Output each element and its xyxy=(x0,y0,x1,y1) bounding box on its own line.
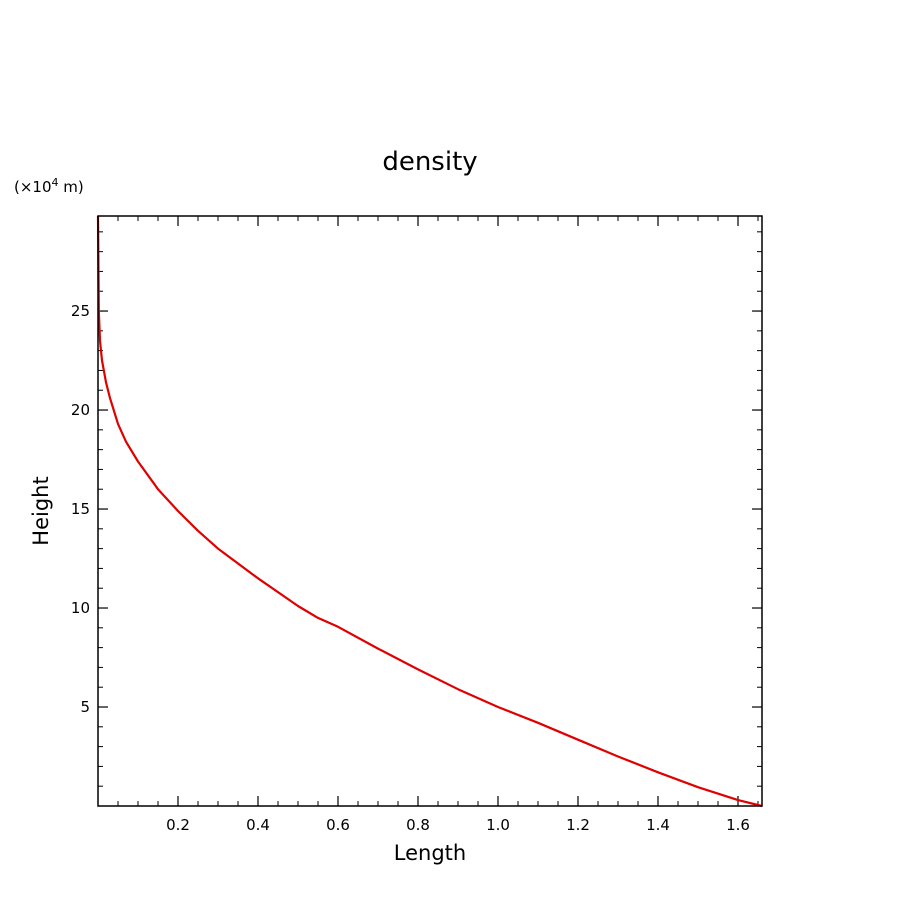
y-axis-unit-prefix: (×10 xyxy=(14,178,52,196)
x-tick-label: 1.6 xyxy=(726,816,750,834)
y-axis-unit: (×104 m) xyxy=(14,176,84,196)
tick-labels: 0.2 0.4 0.6 0.8 1.0 1.2 1.4 1.6 5 10 15 20 25 xyxy=(71,302,750,834)
axis-ticks xyxy=(98,216,762,806)
y-tick-label: 10 xyxy=(71,599,90,617)
y-axis-unit-exponent: 4 xyxy=(52,176,59,189)
x-tick-label: 1.4 xyxy=(646,816,670,834)
x-tick-label: 1.0 xyxy=(486,816,510,834)
x-tick-label: 1.2 xyxy=(566,816,590,834)
series-group xyxy=(96,215,763,808)
series-line xyxy=(96,215,763,808)
y-axis-label: Height xyxy=(29,476,53,545)
plot-frame xyxy=(97,215,763,807)
chart-title: density xyxy=(382,147,477,177)
x-tick-label: 0.6 xyxy=(326,816,350,834)
x-tick-label: 0.2 xyxy=(166,816,190,834)
x-axis-label: Length xyxy=(394,841,466,865)
y-tick-label: 5 xyxy=(80,698,90,716)
y-tick-label: 20 xyxy=(71,401,90,419)
x-tick-label: 0.8 xyxy=(406,816,430,834)
y-tick-label: 25 xyxy=(71,302,90,320)
x-tick-label: 0.4 xyxy=(246,816,270,834)
y-axis-unit-suffix: m) xyxy=(59,178,84,196)
y-tick-label: 15 xyxy=(71,500,90,518)
